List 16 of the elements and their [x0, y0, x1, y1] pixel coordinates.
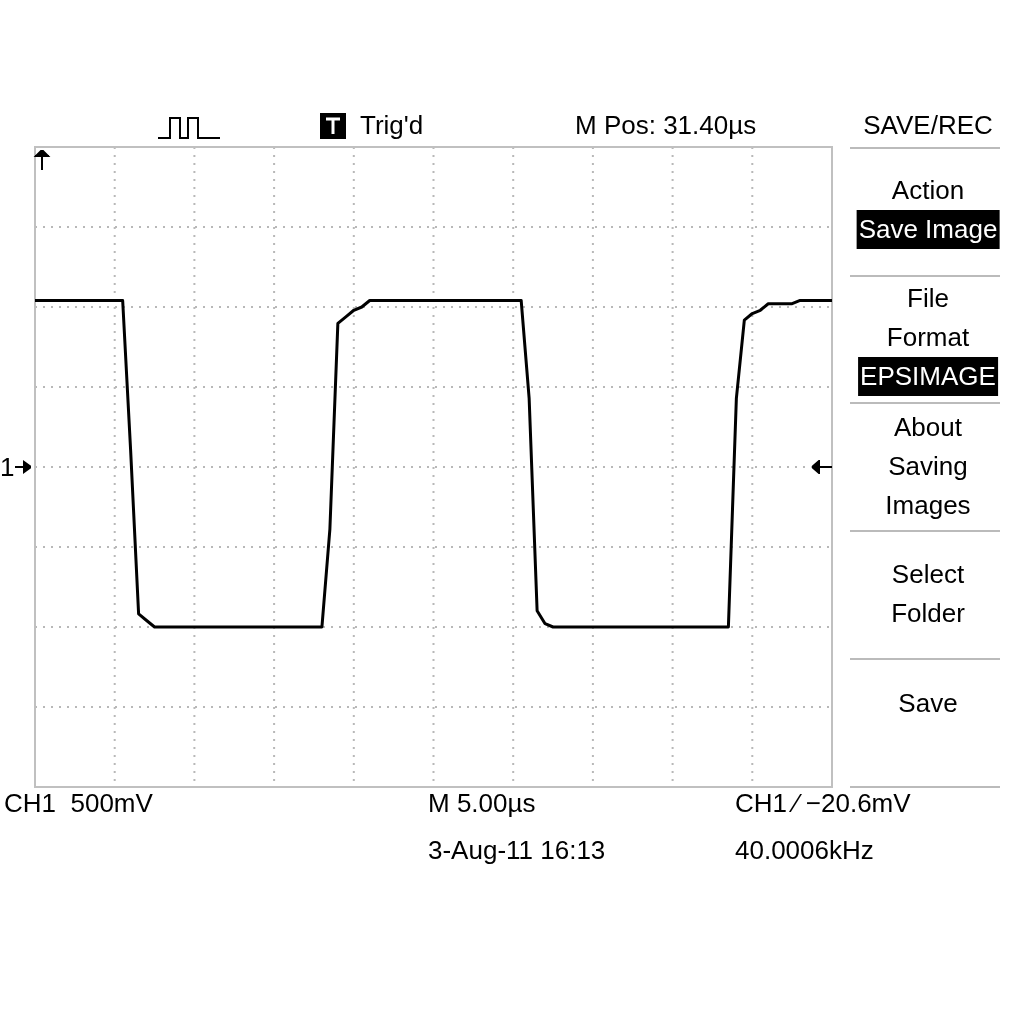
text: M Pos: 31.40µs: [575, 108, 757, 142]
text: About Saving Images: [884, 410, 972, 522]
text: Action: [891, 173, 965, 207]
text: Trig'd: [360, 108, 424, 142]
text: CH1 ⁄ −20.6mV: [735, 786, 911, 820]
text: M 5.00µs: [428, 786, 536, 820]
text: 3-Aug-11 16:13: [428, 833, 606, 867]
text: 40.0006kHz: [735, 833, 874, 867]
text: Save Image: [856, 209, 1000, 249]
text: Save: [898, 686, 958, 720]
text: CH1 500mV: [4, 786, 153, 820]
text: SAVE/REC: [863, 108, 993, 142]
text: EPSIMAGE: [858, 356, 998, 396]
text: Select Folder: [890, 558, 966, 630]
text: 1: [0, 450, 15, 484]
text: File Format: [885, 282, 971, 354]
